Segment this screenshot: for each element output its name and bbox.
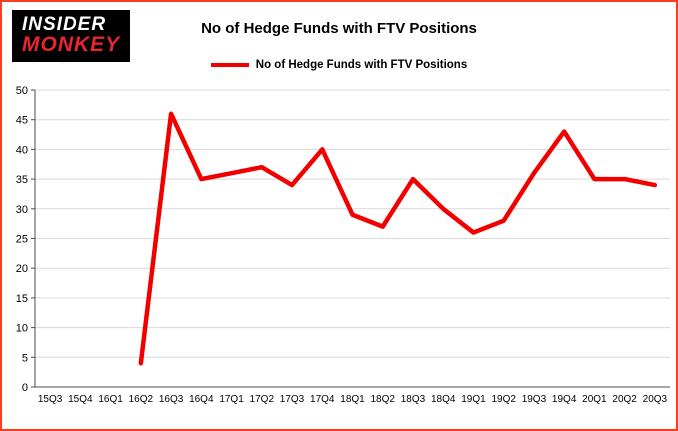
y-tick-label: 45 (16, 115, 28, 127)
x-tick-label: 19Q3 (522, 394, 547, 405)
x-tick-label: 17Q4 (310, 394, 335, 405)
y-tick-label: 0 (22, 382, 28, 394)
chart-title: No of Hedge Funds with FTV Positions (201, 20, 477, 37)
line-chart: 0 5 10 15 20 25 30 35 40 45 50 15Q3 15Q4 16Q1 16Q2 16Q3… (16, 85, 670, 405)
x-tick-label: 18Q3 (401, 394, 426, 405)
logo-monkey-text: MONKEY (22, 33, 121, 57)
x-tick-label: 16Q1 (98, 394, 123, 405)
x-tick-label: 19Q4 (552, 394, 577, 405)
y-tick-label: 35 (16, 174, 28, 186)
x-tick-label: 17Q1 (219, 394, 244, 405)
y-tick-label: 5 (22, 352, 28, 364)
x-tick-label: 16Q3 (159, 394, 184, 405)
x-tick-label: 19Q2 (491, 394, 516, 405)
logo-insider-text: INSIDER (22, 14, 107, 35)
x-tick-label: 18Q4 (431, 394, 456, 405)
y-tick-label: 50 (16, 85, 28, 97)
y-tick-label: 10 (16, 323, 28, 335)
y-tick-label: 15 (16, 293, 28, 305)
y-tick-label: 20 (16, 263, 28, 275)
x-tick-label: 17Q3 (280, 394, 305, 405)
x-tick-label: 20Q1 (582, 394, 607, 405)
x-tick-label: 18Q1 (340, 394, 365, 405)
legend-label: No of Hedge Funds with FTV Positions (255, 59, 468, 71)
y-tick-label: 25 (16, 234, 28, 246)
series-line (138, 111, 658, 366)
insider-monkey-logo: INSIDER MONKEY (12, 10, 131, 62)
x-tick-label: 15Q4 (68, 394, 93, 405)
x-tick-label: 19Q1 (461, 394, 486, 405)
x-tick-label: 16Q2 (129, 394, 154, 405)
x-tick-label: 20Q2 (612, 394, 637, 405)
legend: No of Hedge Funds with FTV Positions (2, 59, 676, 71)
legend-line-swatch (210, 63, 249, 67)
x-tick-label: 16Q4 (189, 394, 214, 405)
y-tick-label: 30 (16, 204, 28, 216)
y-tick-label: 40 (16, 144, 28, 156)
x-tick-label: 15Q3 (38, 394, 63, 405)
x-tick-label: 20Q3 (643, 394, 668, 405)
x-tick-label: 17Q2 (250, 394, 275, 405)
x-tick-label: 18Q2 (371, 394, 396, 405)
